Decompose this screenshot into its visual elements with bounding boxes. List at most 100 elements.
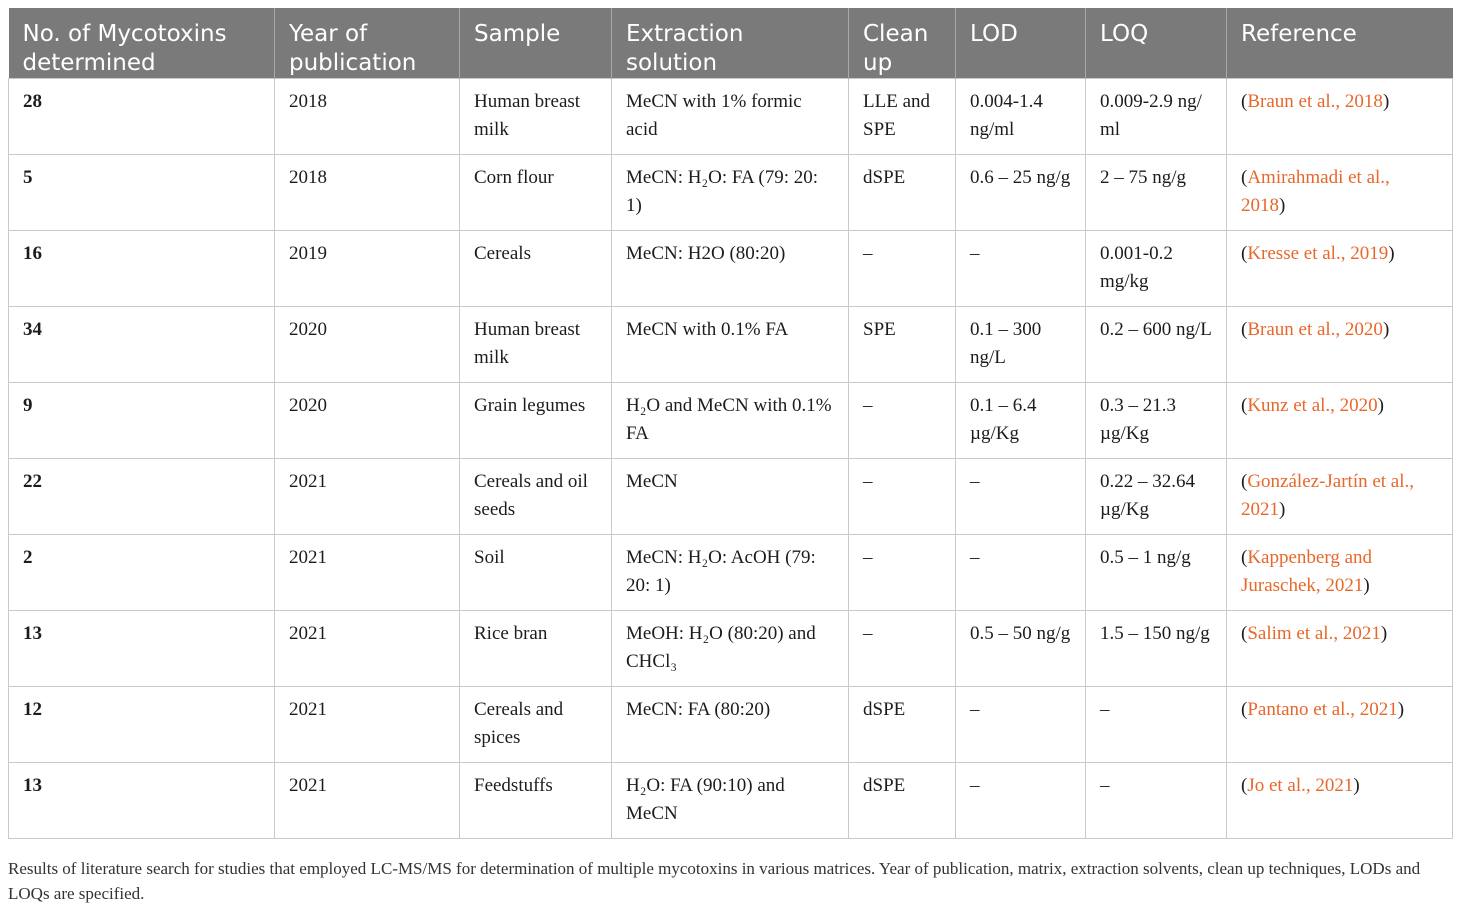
table-row: 16 2019 Cereals MeCN: H2O (80:20) – –0.001-0.… [8,230,1453,307]
cell-no-mycotoxins: 13 [8,610,275,687]
header-reference: Reference [1226,8,1453,79]
cell-cleanup: – [848,382,956,459]
cell-loq: – [1085,686,1227,763]
header-no-mycotoxins: No. of Mycotoxins determined [8,8,275,79]
cell-no-mycotoxins: 9 [8,382,275,459]
reference-link[interactable]: Jo et al., 2021 [1247,775,1354,796]
cell-sample: Feedstuffs [459,762,612,839]
cell-extraction: MeCN with 1% formic acid [611,78,849,155]
cell-reference: (Braun et al., 2018) [1226,78,1453,155]
cell-year: 2018 [274,78,460,155]
cell-no-mycotoxins: 2 [8,534,275,611]
table-row: 12 2021 Cereals and spices MeCN: FA (80:20)… [8,686,1453,763]
cell-loq: 0.2 – 600 ng/L [1085,306,1227,383]
paren-close: ) [1382,91,1390,112]
cell-extraction: MeOH: H₂O (80:20) and CHCl₃ [611,610,849,687]
paren-open: ( [1241,319,1248,340]
cell-year: 2020 [274,306,460,383]
cell-year: 2019 [274,230,460,307]
cell-extraction: H₂O and MeCN with 0.1% FA [611,382,849,459]
cell-extraction: MeCN: FA (80:20) [611,686,849,763]
cell-extraction: MeCN with 0.1% FA [611,306,849,383]
paren-open: ( [1241,167,1248,188]
cell-cleanup: LLE and SPE [848,78,956,155]
cell-sample: Cereals and oil seeds [459,458,612,535]
cell-lod: 0.1 – 300 ng/L [955,306,1086,383]
cell-extraction: MeCN: H₂O: AcOH (79: 20: 1) [611,534,849,611]
reference-link[interactable]: González-Jartín et al., 2021 [1241,471,1415,520]
cell-no-mycotoxins: 12 [8,686,275,763]
paren-close: ) [1382,319,1390,340]
cell-no-mycotoxins: 16 [8,230,275,307]
paren-open: ( [1241,623,1248,644]
cell-year: 2021 [274,686,460,763]
cell-sample: Grain legumes [459,382,612,459]
reference-link[interactable]: Amirahmadi et al., 2018 [1241,167,1390,216]
paren-close: ) [1388,243,1395,264]
reference-link[interactable]: Kunz et al., 2020 [1247,395,1378,416]
cell-lod: 0.1 – 6.4 µg/Kg [955,382,1086,459]
reference-link[interactable]: Salim et al., 2021 [1247,623,1381,644]
cell-lod: – [955,534,1086,611]
paren-open: ( [1241,547,1248,568]
cell-reference: (González-Jartín et al., 2021) [1226,458,1453,535]
cell-cleanup: dSPE [848,154,956,231]
cell-year: 2020 [274,382,460,459]
cell-sample: Soil [459,534,612,611]
cell-year: 2021 [274,458,460,535]
header-extraction: Extraction solution [611,8,849,79]
header-year: Year of publication [274,8,460,79]
paren-close: ) [1397,699,1405,720]
paren-close: ) [1279,499,1286,520]
cell-year: 2018 [274,154,460,231]
reference-link[interactable]: Kappenberg and Juraschek, 2021 [1241,547,1373,596]
reference-link[interactable]: Braun et al., 2018 [1247,91,1383,112]
table-row: 28 2018 Human breast milk MeCN with 1% form… [8,78,1453,155]
cell-reference: (Jo et al., 2021) [1226,762,1453,839]
paren-close: ) [1363,575,1370,596]
cell-reference: (Braun et al., 2020) [1226,306,1453,383]
cell-extraction: MeCN: H2O (80:20) [611,230,849,307]
cell-loq: 1.5 – 150 ng/g [1085,610,1227,687]
table-row: 13 2021 Feedstuffs H₂O: FA (90:10) and MeCN… [8,762,1453,839]
cell-reference: (Salim et al., 2021) [1226,610,1453,687]
cell-lod: – [955,762,1086,839]
reference-link[interactable]: Braun et al., 2020 [1247,319,1383,340]
cell-sample: Corn flour [459,154,612,231]
paren-open: ( [1241,775,1248,796]
reference-link[interactable]: Pantano et al., 2021 [1247,699,1398,720]
mycotoxin-table: No. of Mycotoxins determined Year of pub… [8,8,1453,839]
paren-open: ( [1241,699,1248,720]
table-body: 28 2018 Human breast milk MeCN with 1% form… [8,78,1453,839]
cell-year: 2021 [274,534,460,611]
cell-sample: Rice bran [459,610,612,687]
paren-open: ( [1241,395,1248,416]
paren-open: ( [1241,243,1248,264]
header-cleanup: Clean up [848,8,956,79]
header-lod: LOD [955,8,1086,79]
cell-sample: Human breast milk [459,78,612,155]
cell-no-mycotoxins: 5 [8,154,275,231]
cell-loq: 2 – 75 ng/g [1085,154,1227,231]
paren-open: ( [1241,471,1248,492]
cell-lod: 0.5 – 50 ng/g [955,610,1086,687]
cell-cleanup: – [848,610,956,687]
table-caption: Results of literature search for studies… [8,859,1421,903]
cell-year: 2021 [274,610,460,687]
cell-extraction: MeCN [611,458,849,535]
cell-lod: – [955,686,1086,763]
paren-close: ) [1353,775,1360,796]
reference-link[interactable]: Kresse et al., 2019 [1247,243,1389,264]
cell-loq: – [1085,762,1227,839]
cell-loq: 0.22 – 32.64 µg/Kg [1085,458,1227,535]
cell-loq: 0.001-0.2 mg/kg [1085,230,1227,307]
cell-sample: Human breast milk [459,306,612,383]
cell-no-mycotoxins: 22 [8,458,275,535]
cell-loq: 0.009-2.9 ng/ ml [1085,78,1227,155]
cell-cleanup: dSPE [848,686,956,763]
paren-close: ) [1279,195,1286,216]
cell-sample: Cereals and spices [459,686,612,763]
table-row: 2 2021 Soil MeCN: H₂O: AcOH (79: 20: 1) – –0.… [8,534,1453,611]
cell-no-mycotoxins: 13 [8,762,275,839]
cell-cleanup: – [848,458,956,535]
